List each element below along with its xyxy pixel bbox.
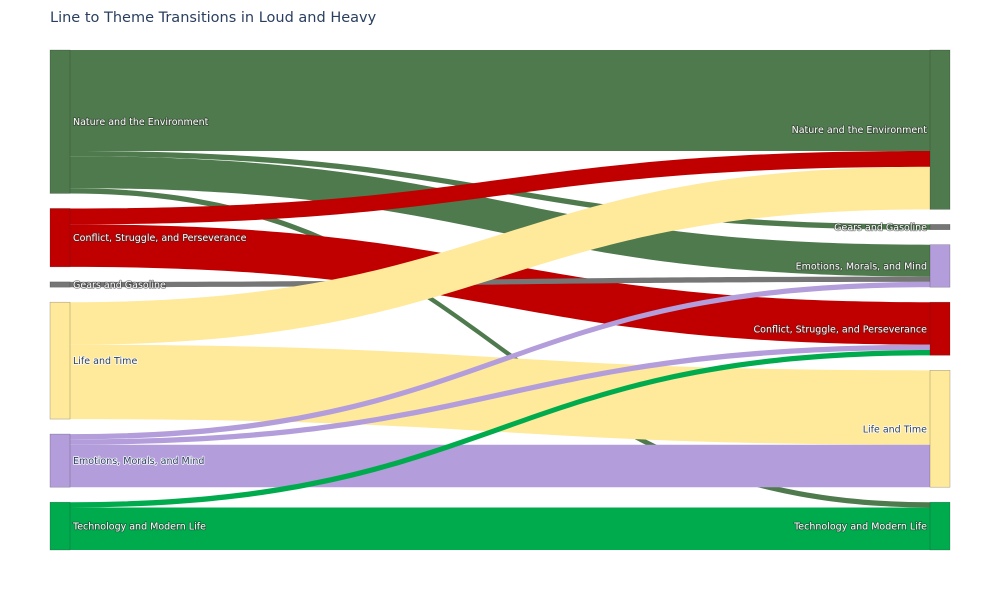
- target-node-label-tech: Technology and Modern Life: [793, 522, 927, 533]
- nodes-layer: [49, 49, 951, 551]
- link-nature-to-nature: [70, 50, 930, 151]
- source-node-conflict: [49, 208, 71, 268]
- link-tech-to-tech: [70, 507, 930, 550]
- target-node-nature: [929, 49, 951, 210]
- chart-title: Line to Theme Transitions in Loud and He…: [50, 10, 377, 26]
- link-emotions-to-conflict: [70, 344, 930, 445]
- target-node-label-nature: Nature and the Environment: [792, 125, 928, 136]
- source-node-life: [49, 301, 71, 420]
- target-node-conflict: [929, 301, 951, 356]
- target-node-life: [929, 370, 951, 488]
- links-layer: [70, 50, 930, 550]
- target-node-gears: [929, 224, 951, 230]
- target-node-label-life: Life and Time: [863, 424, 927, 435]
- source-node-label-gears: Gears and Gasoline: [73, 280, 166, 291]
- source-node-nature: [49, 49, 71, 194]
- link-nature-to-tech: [70, 188, 930, 508]
- link-tech-to-conflict: [70, 350, 930, 508]
- source-node-label-nature: Nature and the Environment: [73, 117, 209, 128]
- target-node-tech: [929, 501, 951, 551]
- source-node-emotions: [49, 433, 71, 488]
- source-node-label-tech: Technology and Modern Life: [72, 522, 206, 533]
- link-gears-to-emotions: [70, 276, 930, 288]
- link-conflict-to-nature: [70, 150, 930, 225]
- source-node-label-life: Life and Time: [73, 356, 137, 367]
- target-node-emotions: [929, 244, 951, 288]
- source-node-gears: [49, 281, 71, 288]
- target-node-label-gears: Gears and Gasoline: [834, 223, 927, 234]
- source-node-label-emotions: Emotions, Morals, and Mind: [73, 456, 204, 467]
- link-emotions-to-emotions: [70, 281, 930, 440]
- labels-layer: Nature and the Environment Conflict, Stru…: [71, 116, 928, 533]
- source-node-label-conflict: Conflict, Struggle, and Perseverance: [73, 233, 247, 244]
- link-life-to-nature: [70, 166, 930, 345]
- target-node-label-conflict: Conflict, Struggle, and Perseverance: [754, 324, 928, 335]
- target-node-label-emotions: Emotions, Morals, and Mind: [796, 261, 927, 272]
- source-node-tech: [49, 501, 71, 551]
- link-nature-to-emotions: [70, 156, 930, 277]
- link-emotions-to-life: [70, 444, 930, 488]
